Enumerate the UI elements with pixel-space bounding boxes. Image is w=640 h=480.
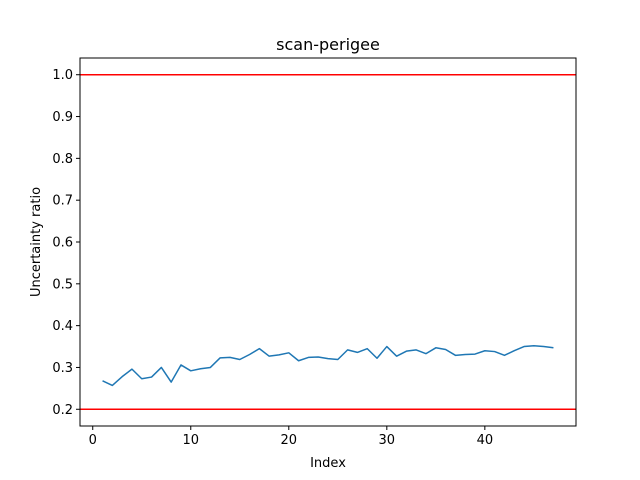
chart-title: scan-perigee [276, 35, 380, 54]
y-tick-label: 0.6 [52, 236, 73, 251]
y-tick-label: 0.8 [52, 152, 73, 167]
y-tick-label: 0.7 [52, 194, 73, 209]
y-tick-label: 0.9 [52, 110, 73, 125]
x-tick-label: 10 [182, 433, 199, 448]
y-tick-label: 0.3 [52, 361, 73, 376]
x-tick-label: 40 [477, 433, 494, 448]
x-tick-label: 30 [379, 433, 396, 448]
y-tick-label: 0.4 [52, 319, 73, 334]
x-tick-label: 0 [89, 433, 97, 448]
axes-frame [79, 57, 577, 427]
x-axis-label: Index [310, 456, 346, 471]
series-line-0 [102, 344, 554, 387]
y-tick-label: 0.2 [52, 403, 73, 418]
y-tick-label: 1.0 [52, 68, 73, 83]
y-tick-label: 0.5 [52, 277, 73, 292]
x-tick-label: 20 [281, 433, 298, 448]
plot-area: 0 10 20 30 40 0.2 0.3 0.4 0.5 0.6 0.7 0.8 0.9 1.0 [52, 57, 577, 448]
y-axis-label: Uncertainty ratio [29, 187, 44, 297]
